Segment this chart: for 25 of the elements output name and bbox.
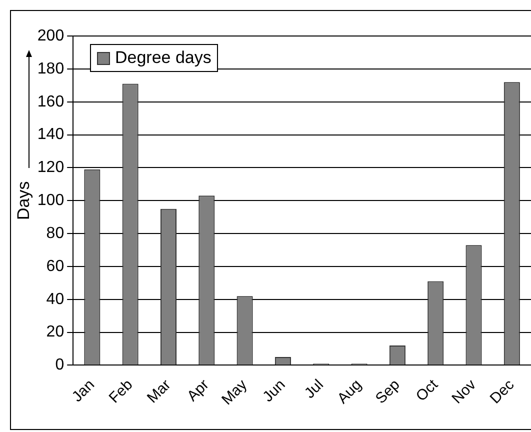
x-tick-label: Jun [260, 376, 289, 406]
x-tick-label: Jul [301, 376, 327, 402]
x-tick-label: Nov [448, 376, 480, 408]
x-tick-label: Jan [68, 376, 98, 406]
y-tick-label: 160 [37, 93, 64, 110]
y-tick-label: 40 [46, 290, 64, 308]
y-tick-label: 0 [55, 356, 64, 374]
legend-label: Degree days [115, 48, 212, 68]
y-tick-label: 200 [37, 27, 64, 44]
x-tick-label: Dec [486, 376, 518, 408]
y-tick-label: 180 [37, 60, 64, 78]
x-tick-label: Mar [144, 376, 174, 407]
x-tick-label: Oct [412, 376, 442, 405]
x-tick-label: Feb [106, 376, 136, 407]
y-tick-label: 60 [46, 258, 64, 275]
y-tick-label: 120 [37, 159, 64, 176]
y-tick-label: 100 [37, 192, 64, 210]
y-axis-title: Days [14, 181, 33, 220]
x-tick-label: Aug [334, 376, 366, 408]
x-tick-label: Sep [372, 376, 404, 408]
x-tick-label: May [218, 376, 251, 408]
y-tick-label: 140 [37, 126, 64, 144]
y-tick-label: 80 [46, 224, 64, 242]
x-tick-label: Apr [184, 376, 212, 405]
y-tick-label: 20 [46, 324, 64, 341]
